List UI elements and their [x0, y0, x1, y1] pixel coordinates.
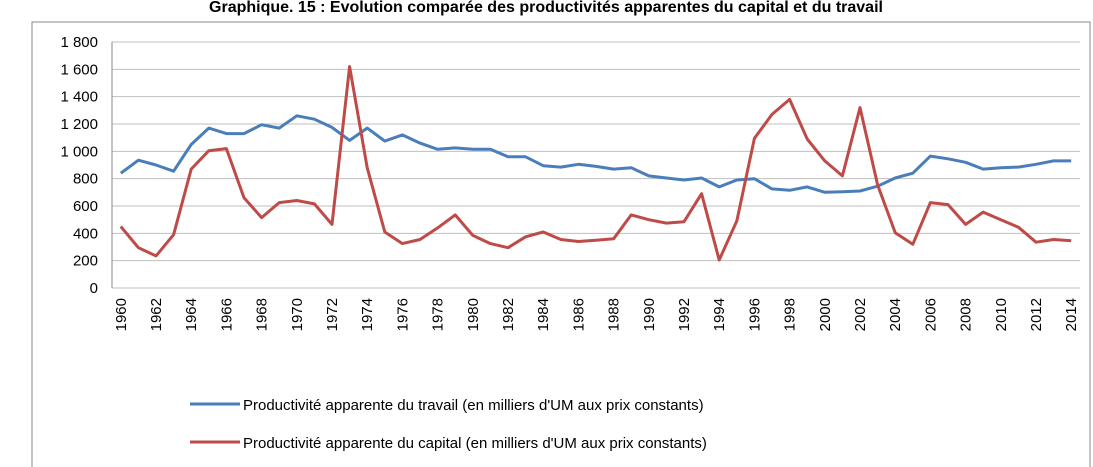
x-tick-label: 1968 [254, 298, 271, 331]
x-tick-label: 1960 [113, 298, 130, 331]
x-tick-label: 1976 [394, 298, 411, 331]
y-tick-label: 1 600 [60, 61, 98, 78]
x-tick-label: 2000 [817, 298, 834, 331]
x-tick-label: 2010 [993, 298, 1010, 331]
x-tick-label: 2008 [958, 298, 975, 331]
x-tick-label: 2012 [1028, 298, 1045, 331]
x-tick-label: 1990 [641, 298, 658, 331]
x-tick-label: 1980 [465, 298, 482, 331]
x-tick-label: 2006 [922, 298, 939, 331]
x-tick-label: 2004 [887, 298, 904, 331]
x-tick-label: 1988 [606, 298, 623, 331]
legend-label: Productivité apparente du travail (en mi… [243, 397, 704, 414]
y-tick-label: 1 400 [60, 89, 98, 106]
y-tick-label: 1 000 [60, 143, 98, 160]
chart-title: Graphique. 15 : Evolution comparée des p… [209, 0, 883, 16]
y-tick-label: 0 [90, 280, 98, 297]
x-tick-label: 1972 [324, 298, 341, 331]
x-tick-label: 1984 [535, 298, 552, 331]
x-tick-label: 1986 [570, 298, 587, 331]
x-tick-label: 2014 [1063, 298, 1080, 331]
y-tick-label: 1 200 [60, 116, 98, 133]
line-series [119, 114, 1072, 194]
x-tick-label: 1970 [289, 298, 306, 331]
y-tick-label: 200 [73, 253, 98, 270]
x-tick-label: 1962 [148, 298, 165, 331]
x-tick-label: 1998 [782, 298, 799, 331]
x-tick-label: 1964 [183, 298, 200, 331]
x-tick-label: 1982 [500, 298, 517, 331]
legend-label: Productivité apparente du capital (en mi… [243, 435, 707, 452]
x-tick-label: 1994 [711, 298, 728, 331]
x-tick-label: 1992 [676, 298, 693, 331]
y-tick-label: 800 [73, 171, 98, 188]
y-tick-label: 600 [73, 198, 98, 215]
x-tick-label: 1974 [359, 298, 376, 331]
line-series [119, 65, 1072, 262]
x-tick-label: 1996 [746, 298, 763, 331]
x-tick-label: 1978 [430, 298, 447, 331]
x-tick-label: 2002 [852, 298, 869, 331]
x-tick-label: 1966 [218, 298, 235, 331]
y-tick-label: 1 800 [60, 34, 98, 51]
y-tick-label: 400 [73, 225, 98, 242]
